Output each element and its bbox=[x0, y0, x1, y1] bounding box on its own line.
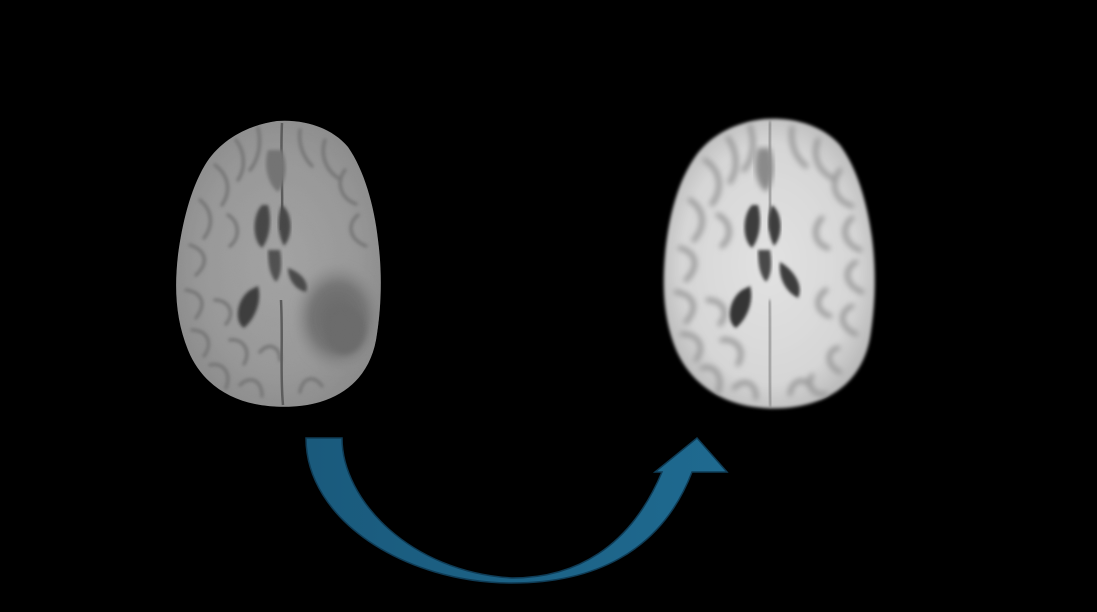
right-brain-image bbox=[663, 118, 875, 409]
arrow-body bbox=[305, 436, 729, 584]
left-brain-image bbox=[176, 120, 381, 407]
right-brain-detail bbox=[673, 120, 865, 408]
transformation-arrow bbox=[305, 436, 729, 584]
left-brain-detail bbox=[176, 120, 381, 407]
